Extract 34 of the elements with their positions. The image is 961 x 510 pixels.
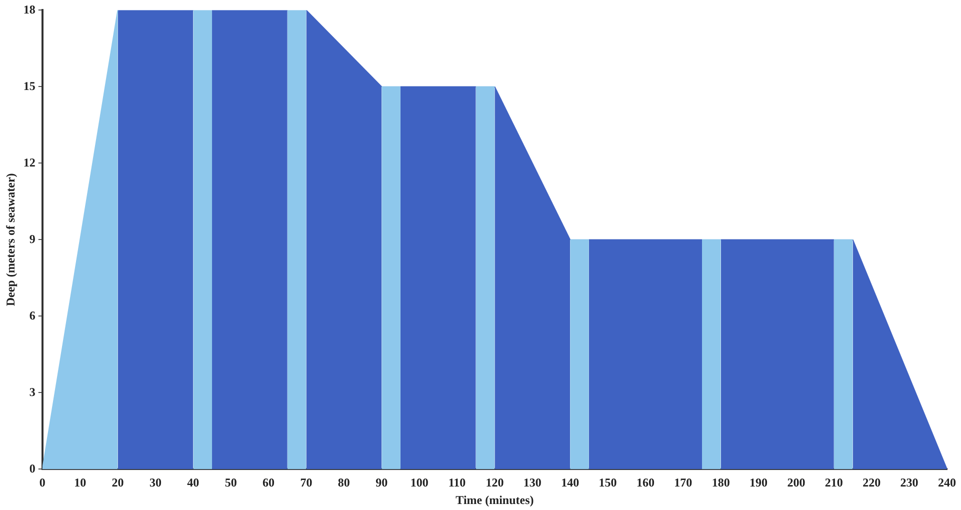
x-tick-label: 70 <box>300 475 312 490</box>
x-tick-label: 170 <box>674 475 692 490</box>
x-tick-label: 210 <box>824 475 843 490</box>
x-tick-label: 180 <box>712 475 730 490</box>
x-tick-label: 80 <box>338 475 350 490</box>
y-tick-label: 15 <box>23 78 36 93</box>
x-tick-label: 90 <box>376 475 388 490</box>
x-tick-label: 0 <box>39 475 46 490</box>
x-tick-label: 140 <box>561 475 580 490</box>
y-axis-title: Deep (meters of seawater) <box>3 173 18 306</box>
y-tick-label: 18 <box>23 2 36 16</box>
x-tick-label: 10 <box>74 475 86 490</box>
y-tick-label: 3 <box>29 384 36 399</box>
x-tick-label: 100 <box>410 475 428 490</box>
y-tick-label: 12 <box>23 155 36 170</box>
x-tick-label: 60 <box>262 475 275 490</box>
x-axis-title: Time (minutes) <box>456 492 534 507</box>
x-tick-label: 120 <box>486 475 504 490</box>
x-tick-label: 40 <box>187 475 200 490</box>
y-tick-label: 9 <box>29 232 36 246</box>
x-tick-label: 20 <box>112 475 124 490</box>
x-tick-label: 160 <box>636 475 654 490</box>
x-tick-label: 200 <box>787 475 806 490</box>
x-tick-label: 150 <box>598 475 617 490</box>
x-tick-label: 110 <box>448 475 466 490</box>
x-tick-label: 190 <box>750 475 768 490</box>
x-tick-label: 220 <box>862 475 881 490</box>
y-tick-label: 0 <box>29 461 36 476</box>
y-tick-label: 6 <box>29 308 36 322</box>
x-tick-label: 130 <box>523 475 542 490</box>
x-tick-label: 230 <box>900 475 918 490</box>
x-tick-label: 30 <box>149 475 162 490</box>
x-tick-label: 50 <box>224 475 237 490</box>
x-tick-label: 240 <box>938 475 956 490</box>
